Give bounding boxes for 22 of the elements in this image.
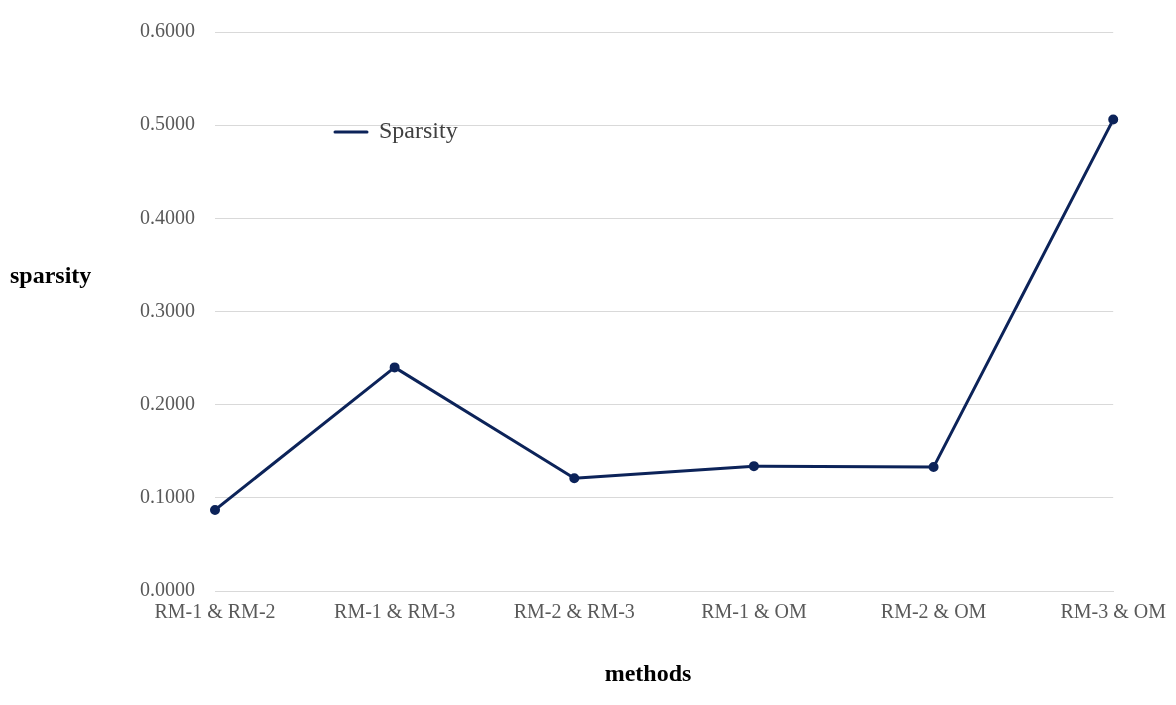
y-tick-label: 0.4000 [140,205,195,228]
y-tick-label: 0.2000 [140,391,195,414]
y-axis-title: sparsity [10,262,92,289]
x-tick-label: RM-3 & OM [1060,600,1167,623]
y-tick-label: 0.0000 [140,578,195,601]
x-tick-label: RM-1 & OM [701,600,807,623]
y-tick-label: 0.6000 [140,19,195,42]
point [569,473,580,484]
legend-label: Sparsity [379,117,458,144]
y-tick-label: 0.3000 [140,298,195,321]
y-tick-label: 0.1000 [140,485,195,508]
x-tick-label: RM-2 & OM [880,600,987,623]
y-tick-label: 0.5000 [140,112,195,135]
point [389,362,400,373]
point [928,462,939,473]
x-tick-label: RM-1 & RM-3 [334,600,456,623]
point [1108,114,1119,125]
x-tick-label: RM-1 & RM-2 [154,600,276,623]
x-axis-title: methods [603,660,693,687]
point [210,504,220,515]
x-tick-label: RM-2 & RM-3 [513,600,635,623]
point [748,461,759,472]
